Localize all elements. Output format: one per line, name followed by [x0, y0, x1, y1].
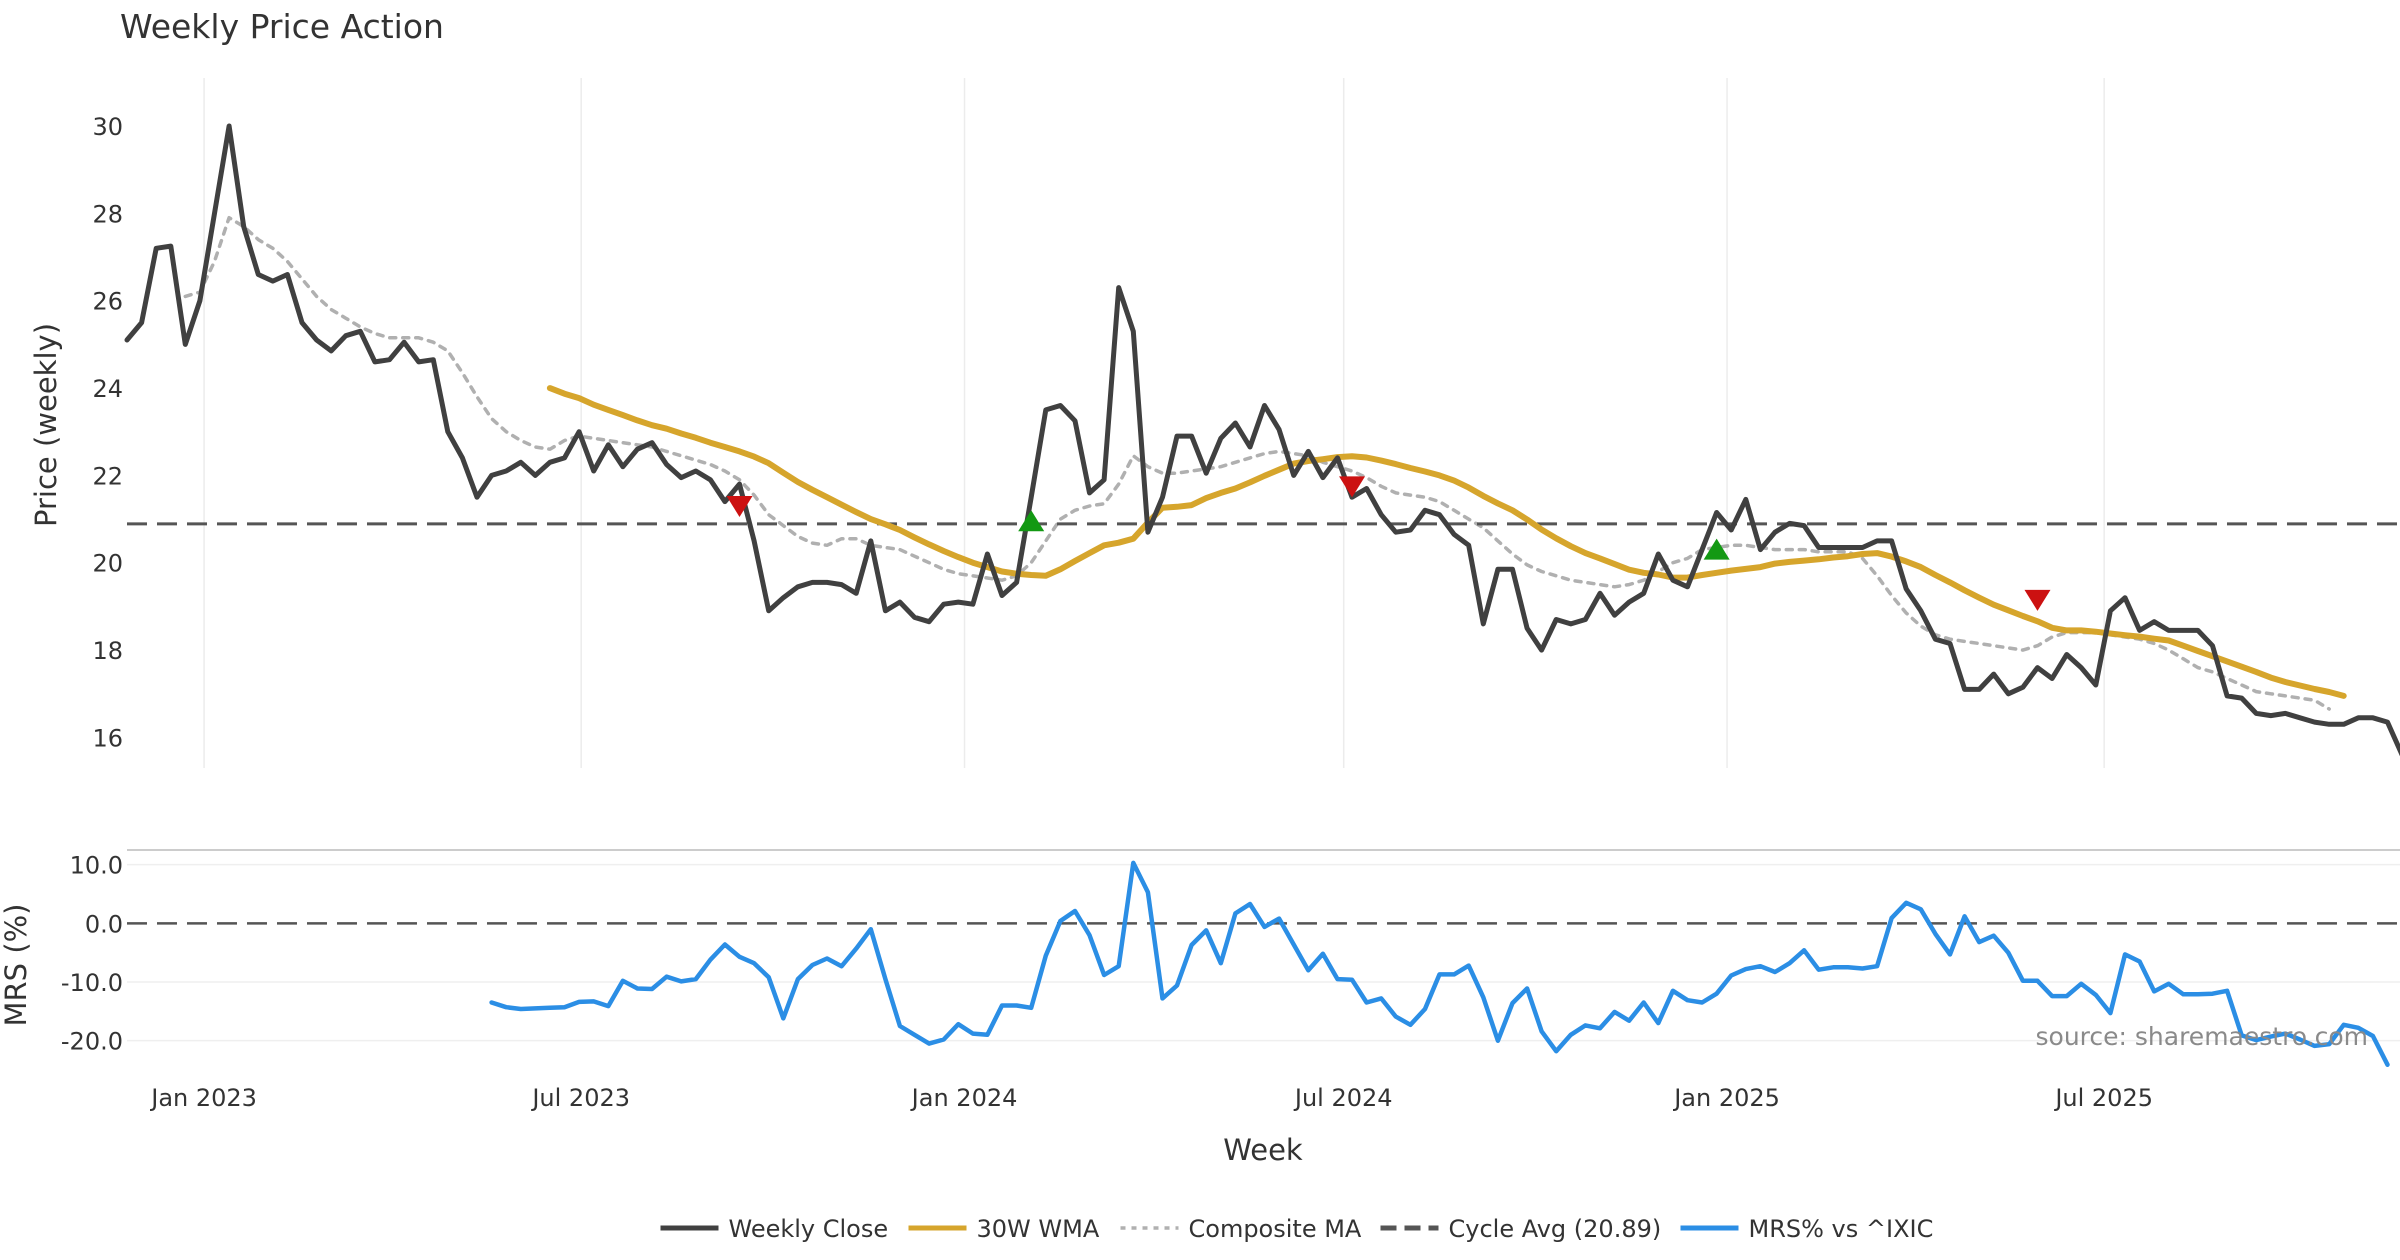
- sell-signal-marker: [1339, 476, 1366, 498]
- mrs-panel: 10.0 0.0 -10.0 -20.0: [61, 849, 2400, 1067]
- mrs-y-axis-title: MRS (%): [0, 904, 33, 1027]
- mrs-y-tick-label: 10.0: [70, 852, 123, 880]
- 30w-wma-line: [546, 385, 2347, 699]
- legend-label: Cycle Avg (20.89): [1449, 1215, 1662, 1243]
- mrs-y-tick-label: -10.0: [61, 969, 123, 997]
- price-y-tick-label: 24: [92, 375, 123, 403]
- weekly-close-line: [124, 123, 2400, 757]
- mrs-y-tick-label: 0.0: [85, 910, 123, 938]
- x-tick-label: Jan 2025: [1672, 1084, 1780, 1112]
- x-tick-label: Jan 2023: [149, 1084, 257, 1112]
- price-y-tick-label: 20: [92, 550, 123, 578]
- price-y-tick-label: 30: [92, 113, 123, 141]
- x-tick-label: Jul 2024: [1293, 1084, 1393, 1112]
- mrs-vs-ixic-line: [489, 860, 2390, 1067]
- price-y-tick-label: 18: [92, 637, 123, 665]
- price-panel: 16 18 20 22 24 26 28 30: [92, 78, 2400, 768]
- buy-signal-marker: [1703, 538, 1730, 560]
- legend: Weekly Close 30W WMA Composite MA Cycle Avg…: [660, 1215, 1934, 1243]
- price-y-tick-label: 16: [92, 724, 123, 752]
- x-axis: Jan 2023 Jul 2023 Jan 2024 Jul 2024 Jan 2025…: [149, 1084, 2153, 1112]
- x-tick-label: Jul 2025: [2053, 1084, 2153, 1112]
- sell-signal-marker: [726, 495, 753, 517]
- price-y-tick-label: 22: [92, 462, 123, 490]
- legend-label: Weekly Close: [729, 1215, 889, 1243]
- legend-label: Composite MA: [1189, 1215, 1362, 1243]
- legend-label: MRS% vs ^IXIC: [1749, 1215, 1934, 1243]
- x-axis-title: Week: [1223, 1133, 1303, 1167]
- x-tick-label: Jan 2024: [910, 1084, 1018, 1112]
- legend-label: 30W WMA: [977, 1215, 1100, 1243]
- sell-signal-marker: [2024, 589, 2051, 611]
- mrs-y-tick-label: -20.0: [61, 1028, 123, 1056]
- source-attribution: source: sharemaestro.com: [2036, 1022, 2369, 1051]
- chart-title: Weekly Price Action: [120, 7, 444, 46]
- composite-ma-line: [183, 215, 2331, 711]
- price-y-axis-title: Price (weekly): [29, 323, 63, 527]
- buy-signal-marker: [1018, 510, 1045, 532]
- x-tick-label: Jul 2023: [530, 1084, 630, 1112]
- price-y-tick-label: 26: [92, 288, 123, 316]
- price-y-tick-label: 28: [92, 200, 123, 228]
